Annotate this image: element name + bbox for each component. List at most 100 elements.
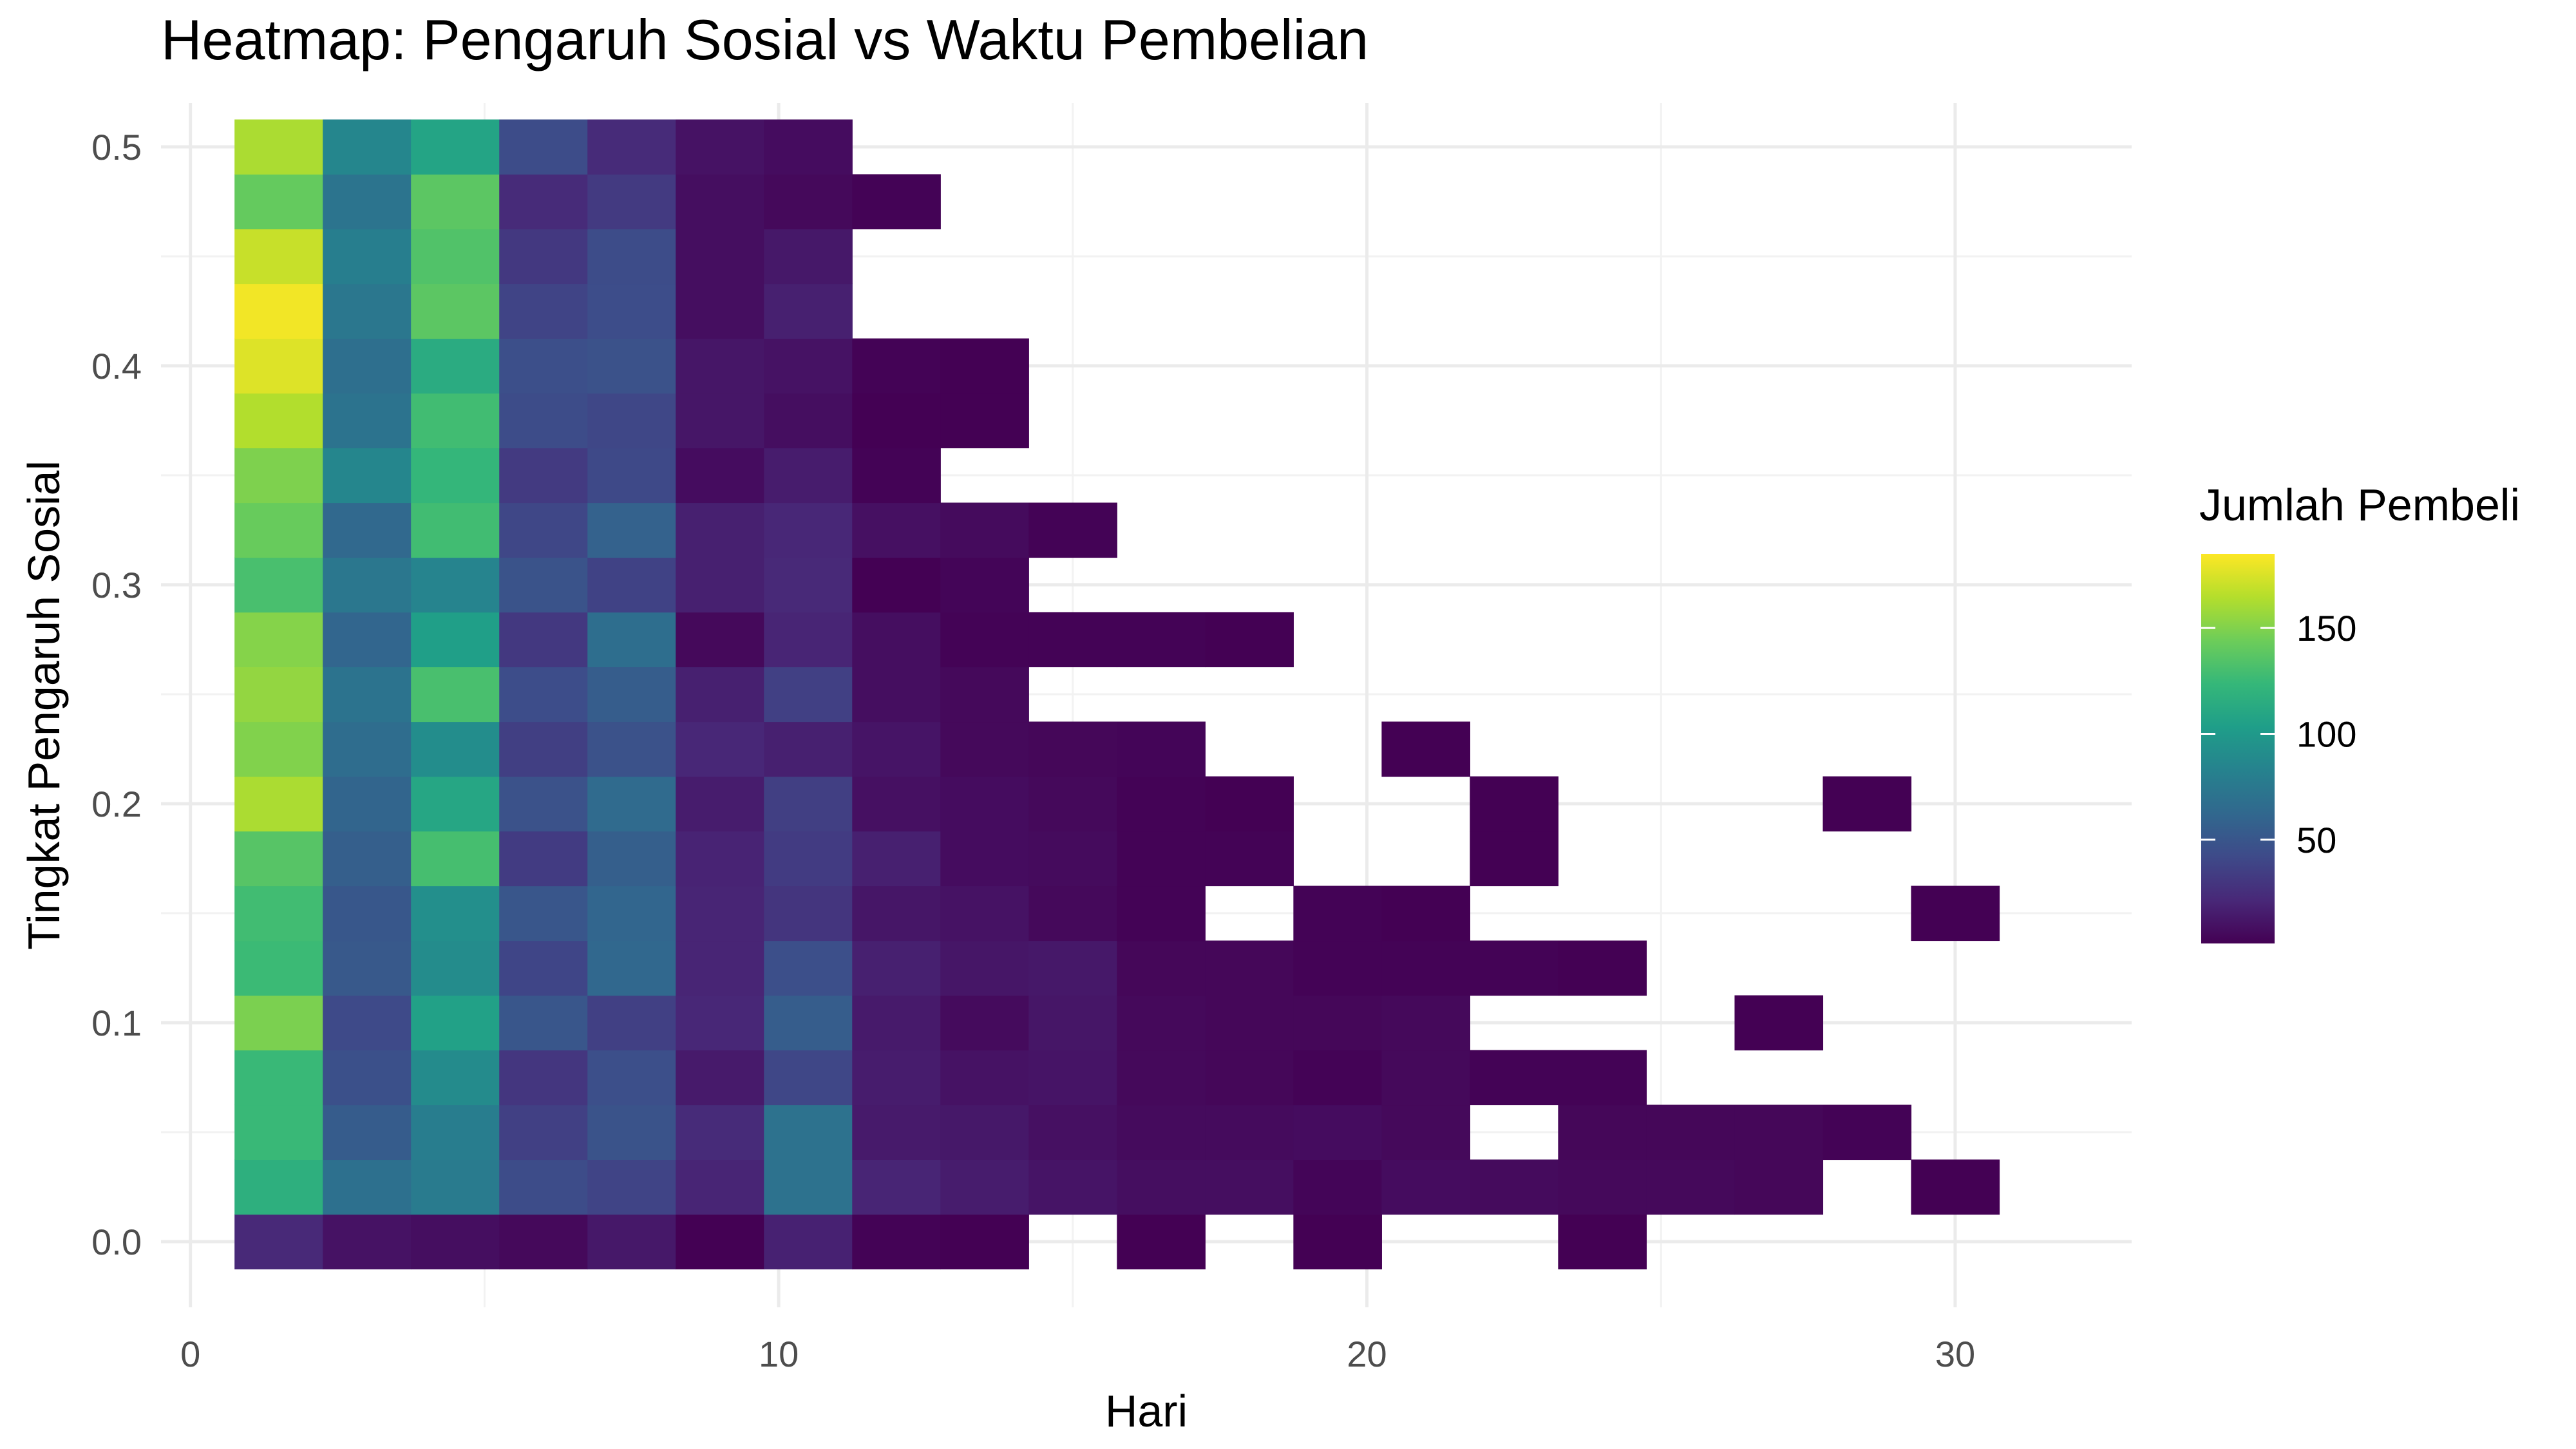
heatmap-cell <box>1293 995 1382 1051</box>
heatmap-cell <box>499 1159 588 1215</box>
heatmap-cell <box>764 721 853 777</box>
heatmap-cell <box>411 1159 500 1215</box>
heatmap-cell <box>1205 1050 1294 1106</box>
heatmap-cell <box>764 667 853 723</box>
heatmap-cell <box>764 557 853 613</box>
heatmap-cell <box>587 940 676 996</box>
heatmap-cell <box>852 721 941 777</box>
heatmap-cell <box>323 174 412 230</box>
heatmap-cell <box>411 174 500 230</box>
heatmap-cell <box>411 448 500 504</box>
y-tick-label: 0.3 <box>91 565 142 605</box>
heatmap-cell <box>323 831 412 887</box>
heatmap-cell <box>1117 1104 1206 1160</box>
x-axis-tick-labels: 0 10 20 30 <box>180 1334 1975 1374</box>
heatmap-cell <box>234 940 323 996</box>
heatmap-cell <box>587 995 676 1051</box>
heatmap-cell <box>1293 886 1382 942</box>
heatmap-cell <box>1028 1050 1117 1106</box>
heatmap-cell <box>676 940 764 996</box>
heatmap-cell <box>1470 1159 1559 1215</box>
heatmap-cell <box>1381 995 1470 1051</box>
heatmap-cell <box>234 338 323 394</box>
heatmap-cell <box>940 721 1029 777</box>
heatmap-cell <box>1470 776 1559 832</box>
heatmap-cell <box>499 995 588 1051</box>
x-tick-label: 30 <box>1935 1334 1975 1374</box>
heatmap-cell <box>499 229 588 285</box>
heatmap-cell <box>1028 1104 1117 1160</box>
heatmap-cell <box>940 557 1029 613</box>
heatmap-cell <box>940 776 1029 832</box>
heatmap-cell <box>587 1050 676 1106</box>
heatmap-cell <box>1293 1159 1382 1215</box>
heatmap-cell <box>940 338 1029 394</box>
heatmap-cell <box>676 174 764 230</box>
heatmap-cell <box>499 1214 588 1270</box>
heatmap-cell <box>1558 1214 1647 1270</box>
heatmap-cell <box>323 1050 412 1106</box>
heatmap-cell <box>940 612 1029 668</box>
heatmap-cell <box>234 119 323 175</box>
heatmap-cell <box>852 1104 941 1160</box>
heatmap-cell <box>1117 721 1206 777</box>
heatmap-cell <box>234 886 323 942</box>
heatmap-cell <box>676 1159 764 1215</box>
heatmap-cell <box>411 338 500 394</box>
heatmap-cell <box>940 1214 1029 1270</box>
heatmap-cell <box>764 393 853 449</box>
heatmap-cell <box>852 393 941 449</box>
x-tick-label: 0 <box>180 1334 200 1374</box>
heatmap-cell <box>499 886 588 942</box>
heatmap-cell <box>234 448 323 504</box>
heatmap-cell <box>411 283 500 339</box>
x-axis-label: Hari <box>1105 1386 1188 1436</box>
heatmap-cell <box>587 393 676 449</box>
heatmap-cell <box>1028 502 1117 558</box>
heatmap-cell <box>323 338 412 394</box>
heatmap-cell <box>1117 776 1206 832</box>
heatmap-cell <box>499 393 588 449</box>
x-tick-label: 20 <box>1347 1334 1387 1374</box>
heatmap-cell <box>587 557 676 613</box>
legend-tick-label: 100 <box>2297 714 2356 754</box>
heatmap-cell <box>411 502 500 558</box>
heatmap-cell <box>940 1050 1029 1106</box>
heatmap-cell <box>411 721 500 777</box>
heatmap-cell <box>764 119 853 175</box>
heatmap-cell <box>499 119 588 175</box>
heatmap-cell <box>676 995 764 1051</box>
heatmap-cell <box>234 502 323 558</box>
heatmap-cell <box>411 119 500 175</box>
heatmap-cell <box>499 174 588 230</box>
heatmap-cell <box>1558 940 1647 996</box>
heatmap-cell <box>499 776 588 832</box>
heatmap-cell <box>499 1104 588 1160</box>
chart-title: Heatmap: Pengaruh Sosial vs Waktu Pembel… <box>161 8 1368 71</box>
heatmap-cell <box>940 831 1029 887</box>
heatmap-cell <box>1646 1104 1736 1160</box>
heatmap-cell <box>764 502 853 558</box>
heatmap-cell <box>1381 1050 1470 1106</box>
heatmap-cell <box>676 667 764 723</box>
heatmap-cell <box>1205 831 1294 887</box>
heatmap-cell <box>764 174 853 230</box>
heatmap-cell <box>1381 940 1470 996</box>
heatmap-cell <box>1205 995 1294 1051</box>
heatmap-cell <box>1558 1104 1647 1160</box>
heatmap-cell <box>499 831 588 887</box>
heatmap-cell <box>764 612 853 668</box>
heatmap-tiles <box>234 119 2000 1270</box>
heatmap-cell <box>852 776 941 832</box>
heatmap-cell <box>499 448 588 504</box>
heatmap-cell <box>234 721 323 777</box>
heatmap-cell <box>1558 1050 1647 1106</box>
heatmap-cell <box>852 502 941 558</box>
heatmap-cell <box>764 229 853 285</box>
heatmap-cell <box>1028 995 1117 1051</box>
heatmap-cell <box>1470 940 1559 996</box>
heatmap-cell <box>764 776 853 832</box>
heatmap-cell <box>323 940 412 996</box>
heatmap-cell <box>323 667 412 723</box>
